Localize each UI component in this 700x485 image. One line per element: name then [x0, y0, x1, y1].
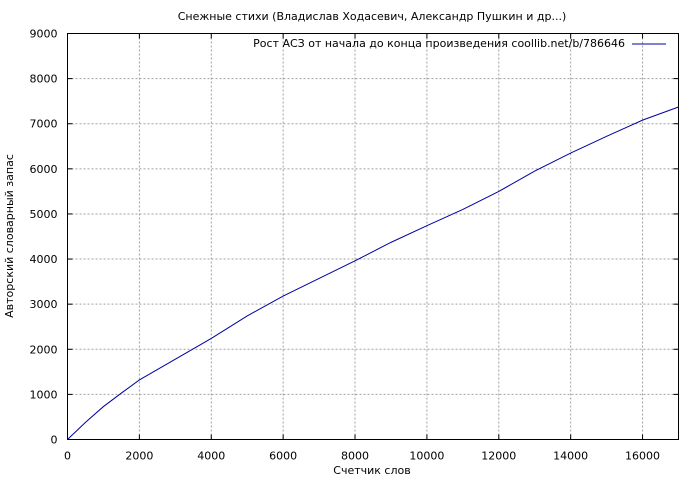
- y-tick-label: 0: [51, 434, 58, 447]
- y-tick-label: 1000: [30, 388, 58, 401]
- x-tick-label: 12000: [481, 450, 516, 463]
- x-axis-label: Счетчик слов: [333, 464, 410, 477]
- x-tick-label: 4000: [197, 450, 225, 463]
- plot-frame: [67, 33, 679, 440]
- grid: [67, 33, 679, 440]
- chart-title: Снежные стихи (Владислав Ходасевич, Алек…: [178, 10, 567, 23]
- x-tick-label: 14000: [553, 450, 588, 463]
- y-tick-label: 4000: [30, 253, 58, 266]
- x-tick-label: 6000: [269, 450, 297, 463]
- x-tick-label: 8000: [341, 450, 369, 463]
- y-tick-label: 6000: [30, 163, 58, 176]
- x-tick-label: 16000: [625, 450, 660, 463]
- legend-label: Рост АСЗ от начала до конца произведения…: [253, 37, 625, 50]
- x-tick-label: 10000: [409, 450, 444, 463]
- y-axis-ticks: 0 1000 2000 3000 4000 5000 6000 7000 8000 9000: [30, 28, 679, 447]
- y-tick-label: 7000: [30, 118, 58, 131]
- y-tick-label: 2000: [30, 343, 58, 356]
- x-tick-label: 2000: [125, 450, 153, 463]
- y-tick-label: 5000: [30, 208, 58, 221]
- y-tick-label: 9000: [30, 28, 58, 41]
- x-tick-label: 0: [64, 450, 71, 463]
- x-axis-ticks: 0 2000 4000 6000 8000 10000 12000 14000 16000: [64, 33, 660, 463]
- y-tick-label: 8000: [30, 73, 58, 86]
- legend: Рост АСЗ от начала до конца произведения…: [253, 37, 666, 50]
- y-axis-label: Авторский словарный запас: [3, 154, 16, 318]
- series-line-0: [67, 106, 679, 440]
- series-group: [67, 106, 679, 440]
- y-tick-label: 3000: [30, 298, 58, 311]
